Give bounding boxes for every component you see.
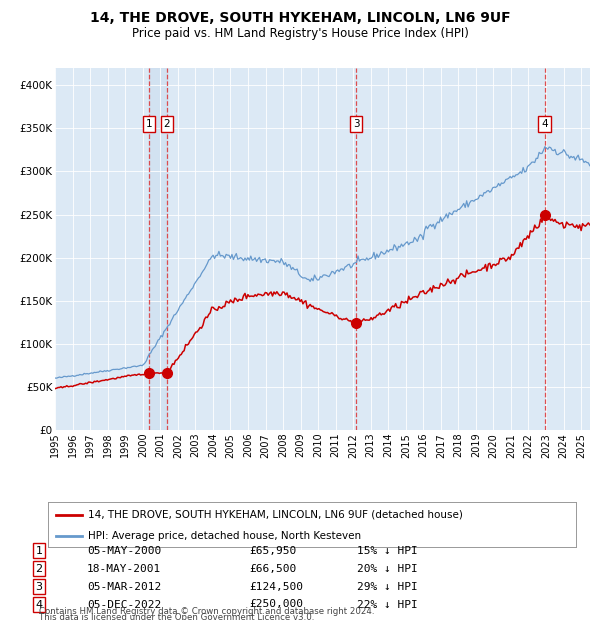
Text: £250,000: £250,000 (249, 600, 303, 609)
Text: Price paid vs. HM Land Registry's House Price Index (HPI): Price paid vs. HM Land Registry's House … (131, 27, 469, 40)
Text: 2: 2 (35, 564, 43, 574)
Text: 3: 3 (35, 582, 43, 591)
Text: 14, THE DROVE, SOUTH HYKEHAM, LINCOLN, LN6 9UF (detached house): 14, THE DROVE, SOUTH HYKEHAM, LINCOLN, L… (88, 510, 463, 520)
Text: 05-MAY-2000: 05-MAY-2000 (87, 546, 161, 556)
Text: 05-DEC-2022: 05-DEC-2022 (87, 600, 161, 609)
Text: 15% ↓ HPI: 15% ↓ HPI (357, 546, 418, 556)
Text: 1: 1 (35, 546, 43, 556)
Text: 18-MAY-2001: 18-MAY-2001 (87, 564, 161, 574)
Text: 3: 3 (353, 119, 359, 129)
Text: This data is licensed under the Open Government Licence v3.0.: This data is licensed under the Open Gov… (39, 613, 314, 620)
Text: £65,950: £65,950 (249, 546, 296, 556)
Text: 1: 1 (146, 119, 152, 129)
Text: 20% ↓ HPI: 20% ↓ HPI (357, 564, 418, 574)
Text: 22% ↓ HPI: 22% ↓ HPI (357, 600, 418, 609)
Text: 2: 2 (164, 119, 170, 129)
Text: HPI: Average price, detached house, North Kesteven: HPI: Average price, detached house, Nort… (88, 531, 361, 541)
Text: £124,500: £124,500 (249, 582, 303, 591)
Text: 29% ↓ HPI: 29% ↓ HPI (357, 582, 418, 591)
Text: Contains HM Land Registry data © Crown copyright and database right 2024.: Contains HM Land Registry data © Crown c… (39, 608, 374, 616)
Text: 05-MAR-2012: 05-MAR-2012 (87, 582, 161, 591)
Text: 4: 4 (35, 600, 43, 609)
Text: 4: 4 (541, 119, 548, 129)
Bar (149, 68, 167, 430)
Text: £66,500: £66,500 (249, 564, 296, 574)
Text: 14, THE DROVE, SOUTH HYKEHAM, LINCOLN, LN6 9UF: 14, THE DROVE, SOUTH HYKEHAM, LINCOLN, L… (89, 11, 511, 25)
